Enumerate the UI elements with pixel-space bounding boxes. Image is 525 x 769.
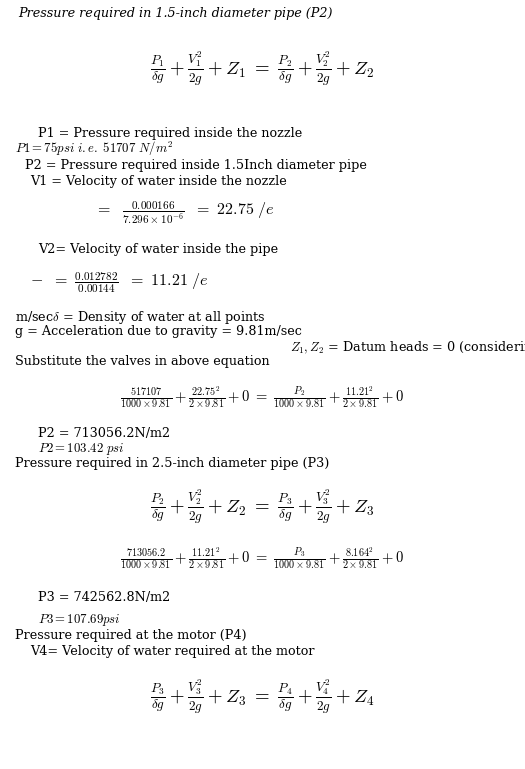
Text: Substitute the valves in above equation: Substitute the valves in above equation: [15, 355, 270, 368]
Text: $\frac{713056.2}{1000 \times 9.81} + \frac{11.21^2}{2 \times 9.81} + 0 \ = \ \fr: $\frac{713056.2}{1000 \times 9.81} + \fr…: [120, 546, 404, 572]
Text: $\frac{P_2}{\delta g} + \frac{V_2^2}{2g} + Z_2 \ = \ \frac{P_3}{\delta g} + \fra: $\frac{P_2}{\delta g} + \frac{V_2^2}{2g}…: [150, 488, 374, 526]
Text: P2 = Pressure required inside 1.5Inch diameter pipe: P2 = Pressure required inside 1.5Inch di…: [25, 158, 367, 171]
Text: P2 = 713056.2N/m2: P2 = 713056.2N/m2: [38, 427, 170, 440]
Text: $P2 = 103.42 \ psi$: $P2 = 103.42 \ psi$: [38, 441, 124, 457]
Text: m/sec$\delta$ = Density of water at all points: m/sec$\delta$ = Density of water at all …: [15, 309, 266, 327]
Text: Pressure required in 2.5-inch diameter pipe (P3): Pressure required in 2.5-inch diameter p…: [15, 458, 329, 471]
Text: P1 = Pressure required inside the nozzle: P1 = Pressure required inside the nozzle: [38, 126, 302, 139]
Text: Pressure required in 1.5-inch diameter pipe (P2): Pressure required in 1.5-inch diameter p…: [18, 8, 332, 21]
Text: $= \ \ \frac{0.000166}{7.296 \times 10^{-6}} \ \ = \ 22.75 \ /e$: $= \ \ \frac{0.000166}{7.296 \times 10^{…: [95, 199, 275, 227]
Text: V2= Velocity of water inside the pipe: V2= Velocity of water inside the pipe: [38, 244, 278, 257]
Text: $\frac{P_3}{\delta g} + \frac{V_3^2}{2g} + Z_3 \ = \ \frac{P_4}{\delta g} + \fra: $\frac{P_3}{\delta g} + \frac{V_3^2}{2g}…: [150, 678, 374, 716]
Text: $P1 = 75psi \ i.e. \ 51707 \ N/m^2$: $P1 = 75psi \ i.e. \ 51707 \ N/m^2$: [15, 140, 173, 158]
Text: $\frac{517107}{1000 \times 9.81} + \frac{22.75^2}{2 \times 9.81} + 0 \ = \ \frac: $\frac{517107}{1000 \times 9.81} + \frac…: [120, 384, 404, 411]
Text: $Z_1, Z_2$ = Datum heads = 0 (considering the slope of pipeline as zero): $Z_1, Z_2$ = Datum heads = 0 (considerin…: [290, 338, 525, 355]
Text: $P3 = 107.69psi$: $P3 = 107.69psi$: [38, 612, 121, 628]
Text: V4= Velocity of water required at the motor: V4= Velocity of water required at the mo…: [30, 644, 314, 657]
Text: Pressure required at the motor (P4): Pressure required at the motor (P4): [15, 630, 247, 643]
Text: $- \ \ = \ \frac{0.012782}{0.00144} \ \ = \ 11.21 \ /e$: $- \ \ = \ \frac{0.012782}{0.00144} \ \ …: [30, 271, 208, 295]
Text: V1 = Velocity of water inside the nozzle: V1 = Velocity of water inside the nozzle: [30, 175, 287, 188]
Text: P3 = 742562.8N/m2: P3 = 742562.8N/m2: [38, 591, 170, 604]
Text: g = Acceleration due to gravity = 9.81m/sec: g = Acceleration due to gravity = 9.81m/…: [15, 325, 302, 338]
Text: $\frac{P_1}{\delta g} + \frac{V_1^2}{2g} + Z_1 \ = \ \frac{P_2}{\delta g} + \fra: $\frac{P_1}{\delta g} + \frac{V_1^2}{2g}…: [150, 50, 374, 88]
